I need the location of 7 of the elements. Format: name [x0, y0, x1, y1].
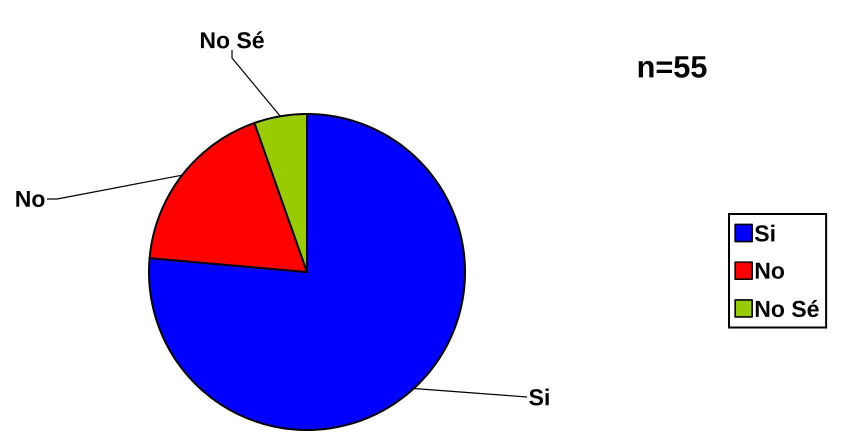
slice-label: No Sé	[200, 31, 264, 48]
legend-label: Si	[754, 224, 774, 242]
slice-label: Si	[529, 388, 549, 406]
legend-label: No Sé	[756, 300, 819, 318]
text: n=55	[638, 56, 707, 78]
legend-label: No	[756, 262, 784, 279]
slice-label: No	[16, 190, 45, 208]
